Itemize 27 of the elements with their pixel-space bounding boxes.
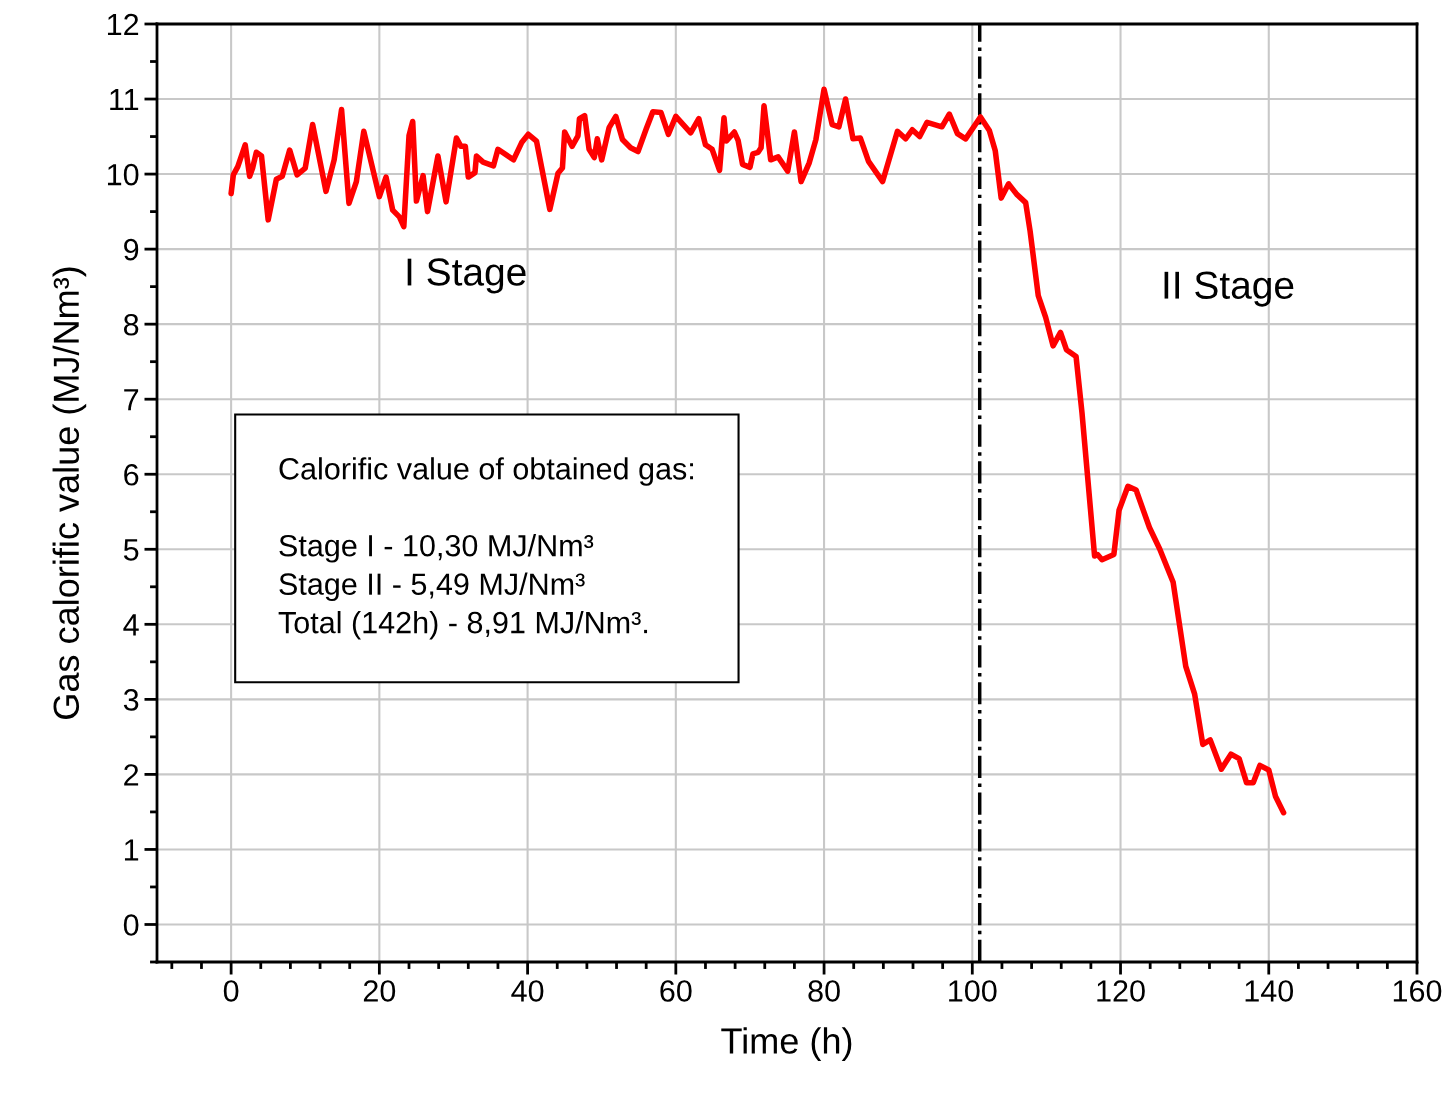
- y-tick-label: 3: [123, 689, 139, 711]
- y-tick-label: 2: [124, 764, 139, 786]
- x-tick-label: 160: [1393, 980, 1442, 1002]
- x-tick-label: 80: [808, 980, 840, 1002]
- y-tick-label: 6: [124, 463, 139, 486]
- annotation: I Stage: [407, 258, 526, 294]
- y-tick-label: 9: [124, 238, 139, 261]
- y-tick-label: 11: [110, 89, 139, 111]
- x-tick-label: 140: [1245, 980, 1294, 1002]
- y-tick-label: 10: [107, 163, 139, 186]
- annotation: II Stage: [1164, 271, 1294, 307]
- x-tick-label: 20: [363, 980, 396, 1002]
- x-tick-label: 100: [949, 980, 997, 1002]
- x-tick-label: 120: [1097, 980, 1145, 1002]
- x-tick-label: 0: [223, 980, 239, 1002]
- x-tick-label: 60: [660, 980, 692, 1002]
- y-tick-label: 0: [123, 914, 139, 936]
- y-tick-label: 8: [123, 313, 139, 336]
- x-tick-label: 40: [511, 980, 544, 1002]
- text: Calorific value of obtained gas: Stage I - 10,30 MJ/Nm³ Stage II - 5,49 MJ/Nm³ Total (142h) - 8,91 MJ/Nm³.: [278, 457, 694, 640]
- y-tick-label: 1: [124, 839, 139, 861]
- y-tick-label: 7: [124, 389, 139, 411]
- y-axis-title: Gas calorific value (MJ/Nm³): [52, 267, 87, 719]
- x-axis-title: Time (h): [721, 1027, 852, 1061]
- y-tick-label: 4: [123, 614, 139, 636]
- y-tick-label: 5: [123, 539, 139, 561]
- y-tick-label: 12: [107, 13, 139, 36]
